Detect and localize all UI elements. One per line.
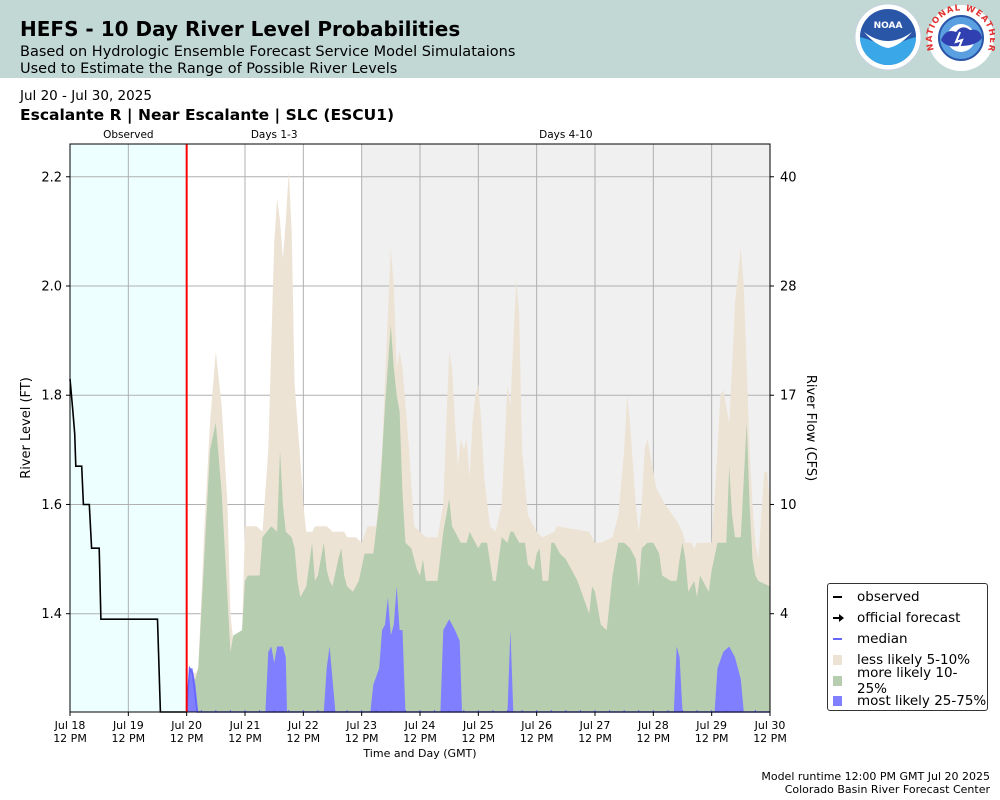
x-tick-label-6: Jul 24 [404, 719, 436, 732]
y-axis-label: River Level (FT) [19, 377, 34, 479]
y-tick-label-0: 1.4 [41, 607, 62, 622]
y-right-tick-label-2: 17 [780, 389, 797, 404]
legend-swatch-5 [833, 696, 842, 707]
chart-legend: observed official forecast median less like… [827, 583, 988, 711]
agency-logos: NOAA NATIONAL WEATHER SERVICE [850, 2, 995, 71]
legend-item-2: median [833, 629, 987, 650]
band-25-75-area-5 [507, 630, 514, 712]
x-tick-label-9: Jul 27 [579, 719, 611, 732]
legend-swatch-4 [833, 675, 842, 686]
x-tick-label-7: Jul 25 [462, 719, 494, 732]
region-label-0: Observed [103, 129, 154, 141]
date-range: Jul 20 - Jul 30, 2025 [20, 88, 152, 104]
x-tick-sublabel-7: 12 PM [462, 732, 496, 745]
page-subtitle-line2: Used to Estimate the Range of Possible R… [20, 61, 398, 77]
x-tick-sublabel-10: 12 PM [637, 732, 671, 745]
x-axis-label: Time and Day (GMT) [362, 747, 476, 760]
y-tick-label-1: 1.6 [41, 498, 62, 513]
legend-label-3: less likely 5-10% [857, 651, 971, 668]
y-right-tick-label-0: 4 [780, 607, 788, 622]
y-tick-label-2: 1.8 [41, 389, 62, 404]
x-tick-sublabel-4: 12 PM [287, 732, 321, 745]
x-tick-label-11: Jul 29 [695, 719, 727, 732]
legend-label-1: official forecast [857, 610, 961, 627]
x-tick-sublabel-1: 12 PM [112, 732, 146, 745]
x-tick-label-12: Jul 30 [754, 719, 786, 732]
legend-label-5: most likely 25-75% [857, 693, 987, 710]
x-tick-sublabel-8: 12 PM [520, 732, 554, 745]
region-label-2: Days 4-10 [539, 129, 592, 141]
band-25-75-area-4 [440, 619, 462, 712]
legend-item-4: more likely 10-25% [833, 665, 987, 697]
forecast-center: Colorado Basin River Forecast Center [784, 783, 990, 796]
legend-swatch-2 [833, 634, 847, 644]
x-tick-label-10: Jul 28 [637, 719, 669, 732]
page-subtitle-line1: Based on Hydrologic Ensemble Forecast Se… [20, 44, 516, 60]
x-tick-sublabel-9: 12 PM [578, 732, 612, 745]
band-10-25-area [186, 324, 770, 712]
x-tick-sublabel-5: 12 PM [345, 732, 379, 745]
x-tick-sublabel-11: 12 PM [695, 732, 729, 745]
x-tick-sublabel-2: 12 PM [170, 732, 204, 745]
header-banner: HEFS - 10 Day River Level Probabilities … [0, 0, 1000, 78]
observed-line [69, 378, 187, 713]
noaa-logo-text: NOAA [874, 21, 903, 31]
noaa-logo[interactable]: NOAA [854, 3, 922, 71]
band-25-75-area-6 [673, 646, 683, 712]
x-tick-sublabel-12: 12 PM [753, 732, 787, 745]
region-label-1: Days 1-3 [251, 129, 298, 141]
x-tick-label-8: Jul 26 [520, 719, 552, 732]
x-tick-label-3: Jul 21 [229, 719, 261, 732]
y-tick-label-3: 2.0 [41, 280, 62, 295]
legend-item-3: less likely 5-10% [833, 649, 987, 670]
y-right-tick-label-3: 28 [780, 280, 797, 295]
y-axis-right-label: River Flow (CFS) [803, 375, 818, 481]
legend-label-4: more likely 10-25% [857, 664, 958, 697]
legend-label-0: observed [857, 589, 920, 606]
legend-item-5: most likely 25-75% [833, 691, 987, 712]
legend-item-1: official forecast [833, 608, 987, 629]
model-runtime: Model runtime 12:00 PM GMT Jul 20 2025 [761, 770, 990, 783]
legend-swatch-0 [833, 592, 847, 602]
legend-item-0: observed [833, 587, 987, 608]
legend-label-2: median [857, 630, 908, 647]
band-25-75-area-3 [370, 586, 406, 712]
band-25-75-area-1 [265, 646, 287, 712]
probability-bands [186, 171, 770, 713]
x-tick-sublabel-3: 12 PM [228, 732, 262, 745]
band-25-75-area-7 [714, 646, 744, 712]
y-right-tick-label-1: 10 [780, 498, 797, 513]
x-tick-label-5: Jul 23 [345, 719, 377, 732]
band-25-75-area-2 [323, 646, 336, 712]
x-tick-sublabel-0: 12 PM [53, 732, 87, 745]
page-title: HEFS - 10 Day River Level Probabilities [20, 17, 461, 41]
legend-swatch-3 [833, 654, 842, 665]
x-tick-label-2: Jul 20 [170, 719, 202, 732]
gauge-location: Escalante R | Near Escalante | SLC (ESCU… [20, 106, 395, 124]
y-tick-label-4: 2.2 [41, 170, 62, 185]
x-tick-label-0: Jul 18 [54, 719, 86, 732]
x-tick-label-1: Jul 19 [112, 719, 144, 732]
y-right-tick-label-4: 40 [780, 170, 797, 185]
x-tick-label-4: Jul 22 [287, 719, 319, 732]
x-tick-sublabel-6: 12 PM [403, 732, 437, 745]
legend-swatch-1 [833, 613, 847, 623]
